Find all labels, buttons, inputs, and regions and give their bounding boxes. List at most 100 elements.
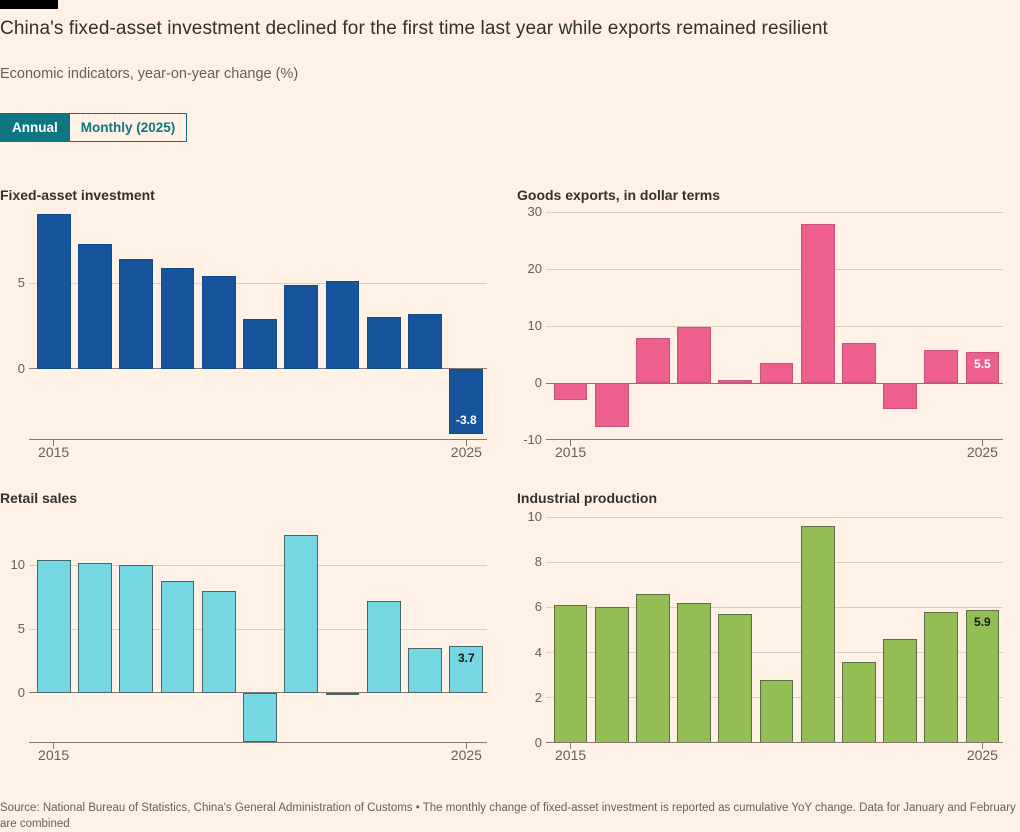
gridline (546, 606, 1003, 608)
bar-2017 (119, 259, 154, 369)
gridline (546, 652, 1003, 654)
x-tick (570, 743, 572, 749)
bar-2017 (636, 593, 670, 743)
last-bar-value-label: 3.7 (458, 650, 475, 665)
chart-title: Retail sales (0, 490, 78, 506)
y-tick-label: 5 (17, 621, 25, 636)
bar-2019 (201, 276, 236, 369)
bar-2017 (119, 565, 154, 693)
y-tick-label: 5 (17, 275, 25, 291)
last-bar-value-label: 5.9 (974, 614, 991, 629)
bar-2021 (284, 534, 319, 693)
gridline (546, 325, 1003, 327)
bar-2018 (677, 326, 712, 384)
x-axis-line (29, 742, 487, 743)
page-title: China's fixed-asset investment declined … (0, 18, 828, 39)
x-tick-label: 2015 (555, 444, 587, 460)
bar-2025 (449, 368, 484, 434)
x-tick-label: 2025 (450, 747, 482, 763)
bar-2016 (594, 383, 629, 427)
x-tick (465, 743, 467, 749)
chart-panel-goods-exports: Goods exports, in dollar terms -10 0 10 20 3… (517, 186, 1003, 464)
chart-panel-industrial-production: Industrial production 0 2 4 6 8 10 5.9 2015 202… (517, 489, 1003, 767)
plot-area: -10 0 10 20 30 5.5 (517, 204, 1003, 447)
x-tick-label: 2015 (38, 444, 70, 460)
plot-area: 0 5 -3.8 (0, 205, 487, 446)
bar-2024 (924, 349, 959, 384)
tab-annual[interactable]: Annual (0, 113, 70, 142)
bar-2024 (408, 313, 442, 369)
x-tick (981, 440, 983, 446)
gridline (546, 561, 1003, 563)
y-tick-label: 0 (17, 360, 25, 376)
bar-2025 (449, 645, 484, 693)
x-tick-label: 2025 (450, 444, 482, 460)
gridline (29, 628, 487, 630)
gridline (546, 211, 1003, 213)
gridline (546, 516, 1003, 518)
y-tick-label: 4 (534, 644, 542, 660)
chart-panel-fixed-asset-investment: Fixed-asset investment 0 5 -3.8 2015 2025 (0, 186, 487, 464)
bar-2018 (677, 602, 712, 743)
bar-2018 (160, 267, 195, 369)
bar-2019 (201, 590, 236, 693)
source-note: Source: National Bureau of Statistics, C… (0, 802, 1016, 830)
x-tick-label: 2015 (555, 747, 587, 763)
bar-2023 (883, 639, 917, 743)
bar-2015 (553, 383, 588, 400)
y-tick-label: 0 (534, 735, 542, 750)
bar-2025 (965, 609, 1000, 743)
bar-2024 (924, 611, 959, 743)
x-axis-line (29, 439, 487, 440)
plot-area: 0 2 4 6 8 10 5.9 (517, 508, 1003, 750)
tab-monthly-2025[interactable]: Monthly (2025) (69, 113, 188, 142)
bar-2023 (366, 317, 401, 369)
x-tick (465, 440, 467, 446)
page-subtitle: Economic indicators, year-on-year change… (0, 66, 299, 82)
x-tick-label: 2015 (38, 747, 70, 763)
last-bar-value-label: -3.8 (456, 412, 477, 427)
bar-2022 (841, 343, 876, 384)
y-tick-label: 0 (534, 375, 542, 391)
x-axis-line (546, 439, 1003, 440)
bar-2023 (883, 383, 917, 410)
bar-2023 (366, 600, 401, 693)
x-tick (570, 440, 572, 446)
x-axis-line (546, 742, 1003, 743)
x-tick-label: 2025 (966, 444, 998, 460)
y-tick-label: 10 (527, 318, 542, 334)
bar-2020 (243, 319, 277, 369)
x-axis-labels: 2015 2025 (517, 743, 1003, 767)
bar-2024 (408, 648, 442, 693)
y-tick-label: 10 (10, 557, 25, 573)
x-tick (53, 440, 55, 446)
last-bar-value-label: 5.5 (974, 356, 991, 371)
chart-panel-retail-sales: Retail sales 0 5 10 3.7 2015 2025 (0, 489, 487, 767)
bar-2021 (284, 284, 319, 369)
bar-2015 (553, 605, 588, 743)
x-tick (981, 743, 983, 749)
bar-2018 (160, 580, 195, 693)
gridline (546, 268, 1003, 270)
bar-2019 (718, 614, 753, 743)
x-axis-labels: 2015 2025 (0, 743, 487, 767)
bar-2015 (36, 560, 71, 693)
period-tabs: Annual Monthly (2025) (0, 113, 188, 142)
y-tick-label: 6 (534, 599, 542, 615)
chart-title: Industrial production (517, 490, 657, 506)
bar-2017 (636, 338, 670, 384)
x-tick (53, 743, 55, 749)
x-tick-label: 2025 (966, 747, 998, 763)
zero-line (546, 382, 1003, 384)
bar-2025 (965, 351, 1000, 384)
chart-title: Goods exports, in dollar terms (517, 187, 721, 203)
bar-2021 (800, 223, 835, 384)
y-tick-label: 0 (17, 684, 25, 700)
y-tick-label: 20 (527, 261, 542, 277)
charts-grid: Fixed-asset investment 0 5 -3.8 2015 2025 G… (0, 186, 1020, 767)
y-tick-label: 10 (527, 509, 542, 525)
zero-line (29, 368, 487, 370)
bar-2022 (325, 281, 360, 369)
bar-2022 (841, 661, 876, 743)
